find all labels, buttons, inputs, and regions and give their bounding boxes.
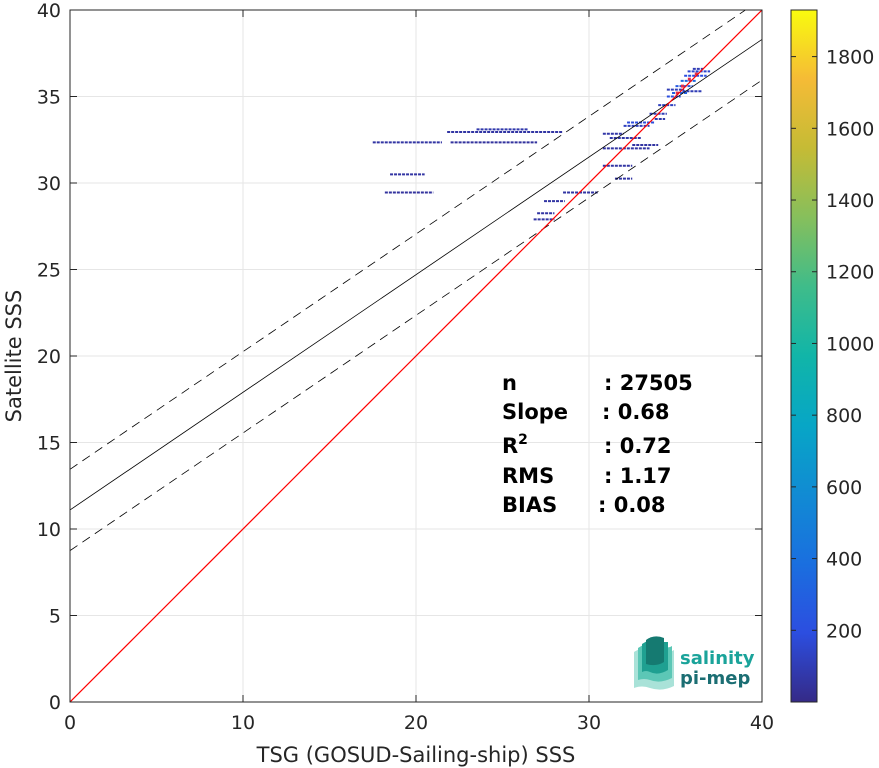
stat-value: : 1.17 — [604, 464, 672, 488]
stat-value: : 27505 — [604, 371, 693, 395]
stat-label: Slope — [502, 400, 568, 424]
colorbar-tick-label: 1400 — [826, 190, 874, 212]
colorbar-tick-label: 1200 — [826, 262, 874, 284]
data-point-red — [680, 84, 684, 88]
logo-line2: pi-mep — [680, 668, 750, 689]
salinity-pi-mep-logo: salinity pi-mep — [634, 636, 755, 690]
colorbar-tick-label: 200 — [826, 620, 862, 642]
colorbar-tick-label: 800 — [826, 405, 862, 427]
y-tick-label: 0 — [49, 692, 61, 714]
x-tick-label: 0 — [64, 712, 76, 734]
logo-line1: salinity — [680, 648, 755, 669]
colorbar-tick-label: 1800 — [826, 47, 874, 69]
y-tick-label: 40 — [37, 0, 61, 22]
data-point-red — [694, 72, 698, 76]
colorbar-tick-label: 400 — [826, 549, 862, 571]
stat-value: : 0.68 — [602, 400, 670, 424]
fit-line — [70, 39, 762, 511]
stat-label: n — [502, 371, 517, 395]
fit-upper-line — [70, 10, 747, 470]
y-tick-label: 10 — [37, 519, 61, 541]
stat-value: : 0.08 — [598, 493, 666, 517]
y-tick-label: 20 — [37, 346, 61, 368]
x-tick-label: 40 — [750, 712, 774, 734]
colorbar-tick-label: 1600 — [826, 118, 874, 140]
y-tick-label: 30 — [37, 173, 61, 195]
x-tick-label: 10 — [231, 712, 255, 734]
data-point-red — [687, 77, 691, 81]
colorbar-tick-label: 600 — [826, 477, 862, 499]
axis-ticks: 0 10 20 30 40 0 5 10 15 20 25 30 35 40 — [37, 0, 774, 734]
x-tick-label: 30 — [577, 712, 601, 734]
stat-value: : 0.72 — [604, 434, 672, 458]
regression-lines — [70, 10, 762, 702]
fit-lower-line — [70, 79, 762, 551]
stat-label: R2 — [502, 432, 528, 458]
stat-label: BIAS — [502, 493, 557, 517]
data-point-red — [675, 91, 679, 95]
y-tick-label: 15 — [37, 433, 61, 455]
wave-logo-icon — [634, 636, 674, 690]
y-tick-label: 35 — [37, 87, 61, 109]
colorbar-tick-label: 1000 — [826, 333, 874, 355]
y-tick-label: 5 — [49, 606, 61, 628]
stat-label: RMS — [502, 464, 554, 488]
y-tick-label: 25 — [37, 260, 61, 282]
colorbar-ticks: 200 400 600 800 1000 1200 1400 1600 1800 — [791, 47, 874, 642]
data-points — [372, 67, 711, 221]
colorbar — [790, 9, 818, 703]
y-axis-label: Satellite SSS — [2, 290, 26, 423]
stats-panel: n : 27505 Slope : 0.68 R2 : 0.72 RMS : 1.17 BIAS… — [502, 371, 693, 517]
x-tick-label: 20 — [404, 712, 428, 734]
stat-label-superscript: 2 — [518, 432, 528, 448]
x-axis-label: TSG (GOSUD-Sailing-ship) SSS — [256, 743, 576, 767]
identity-line — [70, 10, 762, 702]
